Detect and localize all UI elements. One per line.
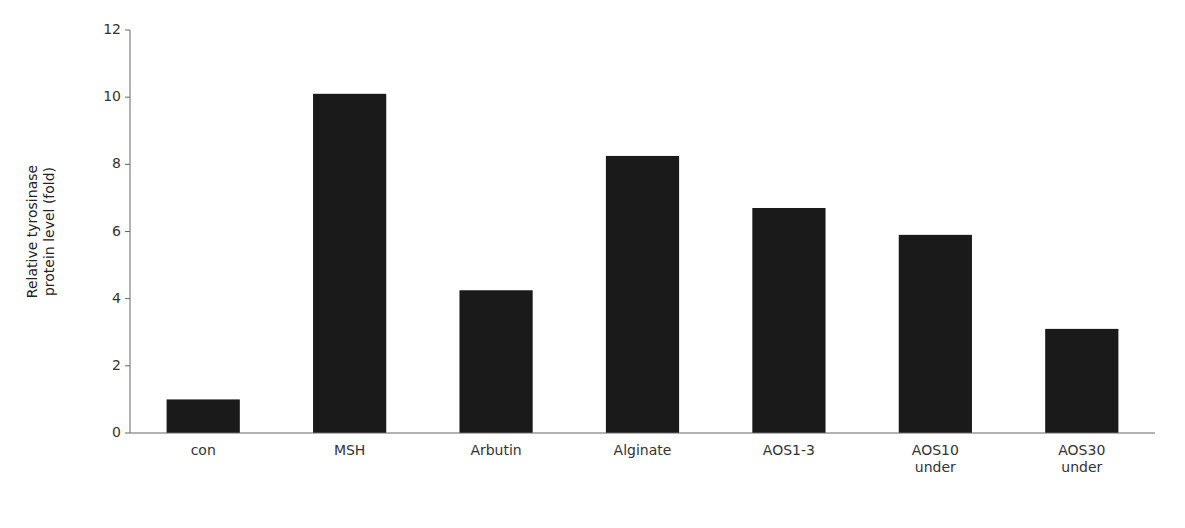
y-tick-label: 0 [112, 424, 121, 440]
bar [459, 290, 532, 433]
x-tick-label: con [191, 442, 216, 458]
y-tick [125, 231, 130, 232]
x-tick-label: Alginate [614, 442, 672, 458]
y-tick-label: 4 [112, 290, 121, 306]
x-tick-label: AOS30under [1058, 442, 1105, 475]
y-tick-label: 12 [103, 21, 121, 37]
x-tick-label: AOS10under [912, 442, 959, 475]
x-axis-line [130, 433, 1155, 434]
y-tick-label: 10 [103, 88, 121, 104]
bars [167, 94, 1119, 433]
y-tick-label: 2 [112, 357, 121, 373]
chart: 0 2 4 6 8 10 12 con MSH Arbutin Alginate AOS1-3 AOS1… [0, 0, 1185, 528]
y-tick [125, 164, 130, 165]
y-tick [125, 365, 130, 366]
x-tick-label: AOS1-3 [763, 442, 815, 458]
bar [1045, 329, 1118, 433]
x-tick-label: Arbutin [470, 442, 521, 458]
bar [313, 94, 386, 433]
y-tick-label: 8 [112, 155, 121, 171]
y-tick [125, 298, 130, 299]
axes: 0 2 4 6 8 10 12 con MSH Arbutin Alginate AOS1-3 AOS1… [103, 21, 1155, 475]
chart-container: 0 2 4 6 8 10 12 con MSH Arbutin Alginate AOS1-3 AOS1… [0, 0, 1185, 528]
y-axis-label: Relative tyrosinaseprotein level (fold) [24, 165, 57, 298]
y-tick [125, 433, 130, 434]
bar [167, 399, 240, 433]
bar [752, 208, 825, 433]
y-tick [125, 30, 130, 31]
y-tick-label: 6 [112, 223, 121, 239]
x-tick-label: MSH [334, 442, 366, 458]
bar [899, 235, 972, 433]
y-tick [125, 97, 130, 98]
bar [606, 156, 679, 433]
